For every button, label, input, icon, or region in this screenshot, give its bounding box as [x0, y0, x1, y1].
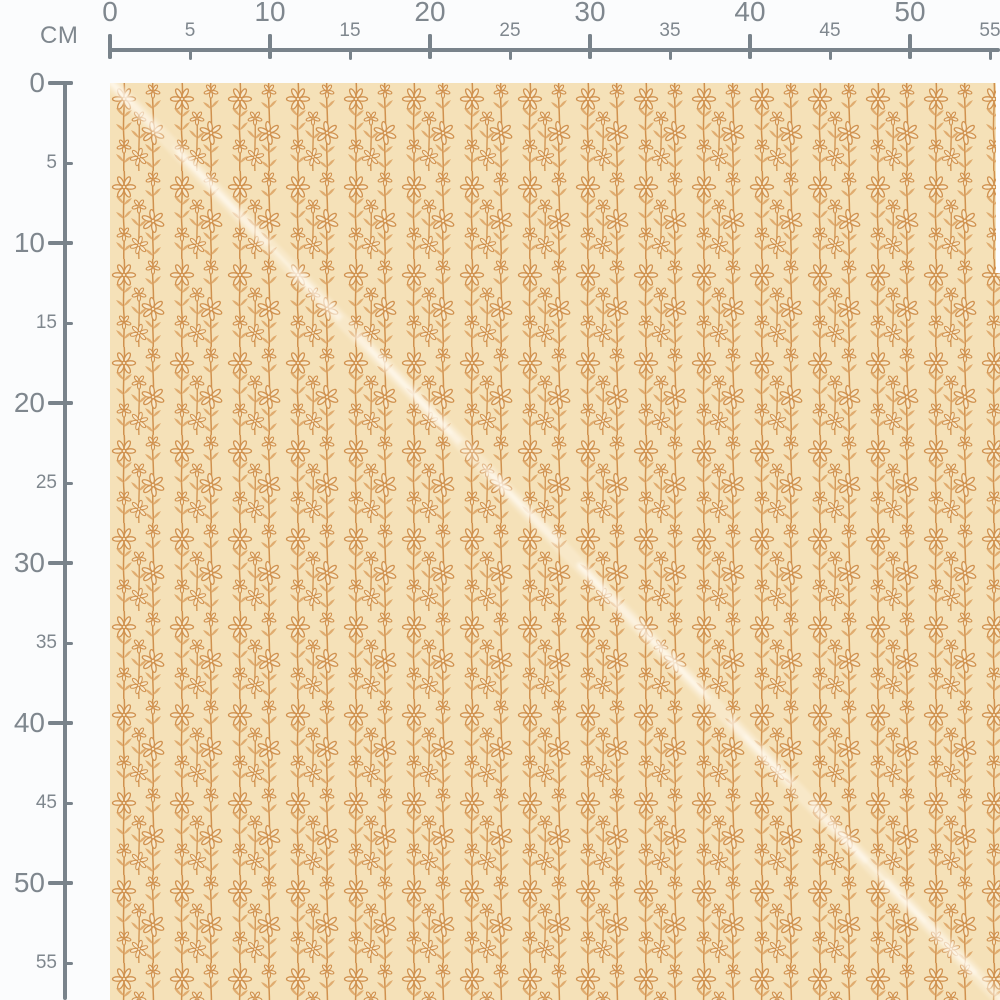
v-ruler-major-tick — [48, 561, 73, 565]
h-ruler-minor-label: 25 — [499, 20, 521, 41]
h-ruler-major-label: 10 — [254, 0, 286, 27]
v-ruler-major-tick — [48, 721, 73, 725]
v-ruler-minor-tick — [63, 801, 73, 805]
h-ruler-major-label: 0 — [102, 0, 118, 27]
h-ruler-minor-label: 55 — [979, 20, 1000, 41]
fabric-edge-gap — [996, 83, 1000, 273]
v-ruler-major-label: 20 — [13, 387, 45, 418]
v-ruler-major-label: 40 — [13, 707, 45, 738]
v-ruler-major-label: 50 — [13, 867, 45, 898]
h-ruler-minor-label: 45 — [819, 20, 841, 41]
v-ruler-minor-tick — [63, 321, 73, 325]
h-ruler-minor-tick — [348, 48, 352, 60]
ruler-unit-label: CM — [40, 22, 79, 49]
h-ruler-major-tick — [268, 34, 272, 59]
v-ruler-minor-label: 55 — [35, 952, 57, 973]
h-ruler-major-label: 20 — [414, 0, 446, 27]
v-ruler-minor-tick — [63, 161, 73, 165]
v-ruler-minor-label: 25 — [35, 472, 57, 493]
v-ruler-minor-label: 15 — [35, 312, 57, 333]
floral-pattern-graphic — [110, 83, 1000, 1000]
h-ruler-major-label: 30 — [574, 0, 606, 27]
h-ruler-minor-label: 15 — [339, 20, 361, 41]
v-ruler-major-tick — [48, 401, 73, 405]
h-ruler-minor-tick — [988, 48, 992, 60]
h-ruler-minor-tick — [828, 48, 832, 60]
fold-line — [110, 83, 1000, 1000]
h-ruler-major-tick — [588, 34, 592, 59]
h-ruler-major-tick — [748, 34, 752, 59]
h-ruler-minor-label: 5 — [184, 20, 196, 41]
h-ruler-minor-tick — [668, 48, 672, 60]
v-ruler-major-label: 0 — [29, 67, 45, 98]
h-ruler-major-tick — [908, 34, 912, 59]
vertical-ruler — [63, 81, 67, 1000]
h-ruler-minor-tick — [188, 48, 192, 60]
v-ruler-minor-label: 45 — [35, 792, 57, 813]
v-ruler-minor-tick — [63, 641, 73, 645]
v-ruler-minor-tick — [63, 961, 73, 965]
h-ruler-major-tick — [428, 34, 432, 59]
h-ruler-minor-label: 35 — [659, 20, 681, 41]
horizontal-ruler — [108, 48, 1000, 52]
h-ruler-major-tick — [108, 34, 112, 59]
fabric-swatch-preview[interactable] — [110, 83, 1000, 1000]
h-ruler-major-label: 50 — [894, 0, 926, 27]
v-ruler-minor-label: 5 — [46, 152, 57, 173]
h-ruler-minor-tick — [508, 48, 512, 60]
v-ruler-major-tick — [48, 881, 73, 885]
v-ruler-major-label: 30 — [13, 547, 45, 578]
v-ruler-major-tick — [48, 241, 73, 245]
h-ruler-major-label: 40 — [734, 0, 766, 27]
v-ruler-major-label: 10 — [13, 227, 45, 258]
v-ruler-minor-label: 35 — [35, 632, 57, 653]
v-ruler-minor-tick — [63, 481, 73, 485]
v-ruler-major-tick — [48, 81, 73, 85]
